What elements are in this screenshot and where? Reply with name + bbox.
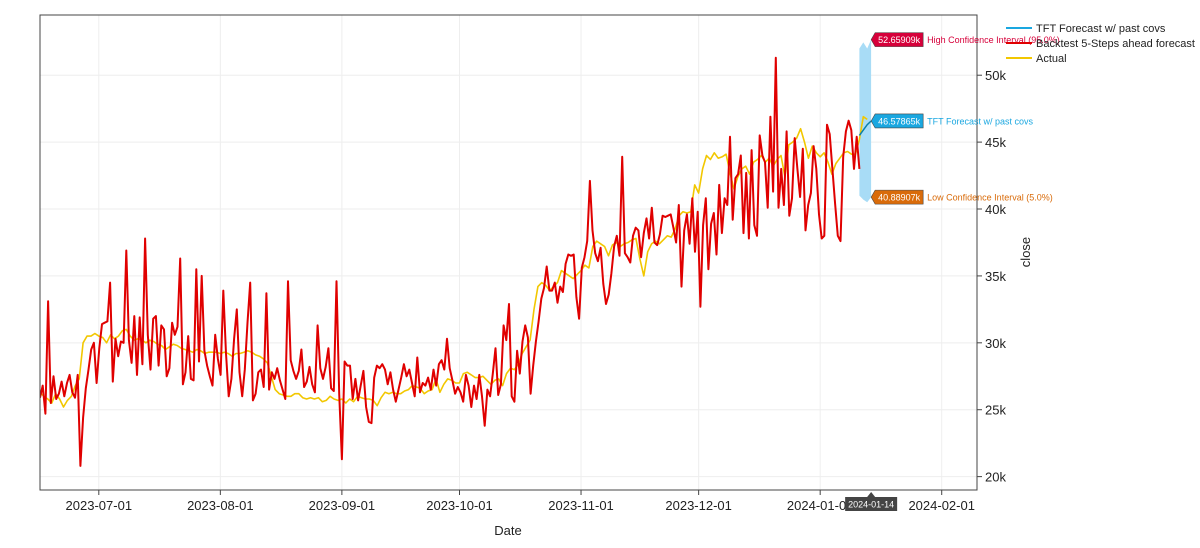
y-tick-label: 20k (985, 470, 1006, 485)
legend-item-0[interactable]: TFT Forecast w/ past covs (1006, 23, 1166, 35)
x-tick-label: 2024-01-01 (787, 498, 854, 513)
y-axis: 20k 25k 30k 35k 40k 45k 50k (977, 68, 1006, 485)
x-tick-label: 2023-08-01 (187, 498, 254, 513)
y-tick-label: 40k (985, 202, 1006, 217)
plot-border (39, 14, 978, 491)
y-tick-label: 35k (985, 269, 1006, 284)
plot-background (40, 15, 977, 490)
x-tick-label: 2024-02-01 (908, 498, 975, 513)
annotation-box (870, 189, 924, 205)
annotation-label: TFT Forecast w/ past covs (927, 116, 1033, 126)
x-tick-label: 2023-07-01 (66, 498, 133, 513)
series-line-backtest (40, 56, 861, 467)
x-tick-label: 2023-10-01 (426, 498, 493, 513)
y-tick-label: 50k (985, 68, 1006, 83)
x-axis-title: Date (494, 523, 521, 538)
legend[interactable]: TFT Forecast w/ past covs Backtest 5-Step… (1006, 23, 1195, 65)
legend-label: Backtest 5-Steps ahead forecast (1036, 38, 1195, 50)
annotation-forecast: 46.57865k TFT Forecast w/ past covs (870, 113, 1034, 129)
annotation-value: 46.57865k (878, 116, 921, 126)
y-tick-label: 45k (985, 135, 1006, 150)
hover-date-text: 2024-01-14 (848, 500, 894, 510)
annotation-label: Low Confidence Interval (5.0%) (927, 193, 1053, 203)
legend-item-1[interactable]: Backtest 5-Steps ahead forecast (1006, 38, 1195, 50)
series-layer (40, 39, 872, 467)
y-tick-label: 25k (985, 403, 1006, 418)
annotation-box (870, 113, 924, 129)
hover-date-label: 2024-01-14 (845, 492, 898, 511)
x-tick-label: 2023-11-01 (548, 498, 614, 513)
y-tick-label: 30k (985, 336, 1006, 351)
x-tick-label: 2023-09-01 (309, 498, 376, 513)
x-tick-label: 2023-12-01 (665, 498, 732, 513)
annotation-low: 40.88907k Low Confidence Interval (5.0%) (870, 189, 1053, 205)
annotation-high: 52.65909k High Confidence Interval (95.0%… (870, 32, 1060, 47)
annotation-label: High Confidence Interval (95.0%) (927, 35, 1060, 45)
legend-label: Actual (1036, 53, 1067, 65)
confidence-band (859, 39, 872, 203)
annotation-value: 40.88907k (878, 193, 921, 203)
legend-item-2[interactable]: Actual (1006, 53, 1067, 65)
x-axis: 2023-07-01 2023-08-01 2023-09-01 2023-10-01… (66, 490, 975, 513)
series-line-forecast (858, 120, 872, 136)
y-axis-title: close (1018, 237, 1033, 267)
annotation-value: 52.65909k (878, 35, 921, 45)
annotations: 52.65909k High Confidence Interval (95.0%… (870, 32, 1060, 205)
annotation-box (870, 32, 924, 47)
legend-label: TFT Forecast w/ past covs (1036, 23, 1166, 35)
hover-date-box (845, 492, 898, 511)
